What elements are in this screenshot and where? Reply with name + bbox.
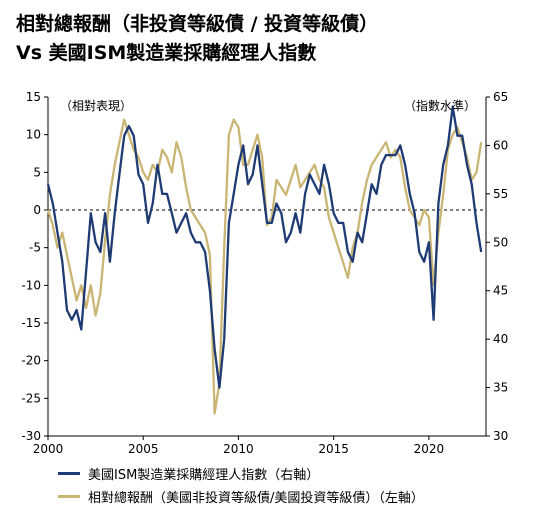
left-tick-label: -30: [21, 429, 41, 443]
right-tick-label: 50: [493, 235, 508, 249]
right-tick-label: 55: [493, 187, 508, 201]
left-tick-label: 10: [26, 128, 41, 142]
series-layer: [46, 105, 483, 415]
right-tick-label: 30: [493, 429, 508, 443]
legend-label-relative: 相對總報酬（美國非投資等級債/美國投資等級債）（左軸）: [88, 491, 424, 506]
legend-item-relative: 相對總報酬（美國非投資等級債/美國投資等級債）（左軸）: [58, 487, 424, 506]
legend-swatch-ism: [58, 472, 80, 475]
chart-subtitle: Vs 美國ISM製造業採購經理人指數: [16, 42, 317, 64]
right-tick-label: 35: [493, 381, 508, 395]
legend-swatch-relative: [58, 495, 80, 498]
left-tick-label: 15: [26, 90, 41, 104]
right-tick-label: 45: [493, 284, 508, 298]
axes-layer: 151050-5-10-15-20-25-3065605550454035302…: [21, 90, 508, 456]
x-tick-label: 2015: [318, 442, 349, 456]
right-tick-label: 65: [493, 90, 508, 104]
left-tick-label: -15: [21, 316, 41, 330]
right-tick-label: 60: [493, 138, 508, 152]
left-tick-label: -25: [21, 391, 41, 405]
left-tick-label: -20: [21, 354, 41, 368]
left-tick-label: -10: [21, 278, 41, 292]
left-tick-label: 0: [33, 203, 41, 217]
legend-item-ism: 美國ISM製造業採購經理人指數（右軸）: [58, 464, 319, 483]
right-axis-note: （指數水準）: [404, 98, 476, 113]
left-axis-note: （相對表現）: [60, 99, 132, 113]
x-tick-label: 2000: [33, 442, 64, 456]
x-tick-label: 2010: [223, 442, 254, 456]
chart-title: 相對總報酬（非投資等級債 / 投資等級債）: [16, 13, 379, 35]
series-line-relative: [46, 118, 483, 415]
right-tick-label: 40: [493, 332, 508, 346]
left-tick-label: -5: [29, 241, 41, 255]
x-tick-label: 2020: [414, 442, 445, 456]
x-tick-label: 2005: [128, 442, 159, 456]
series-line-ism: [46, 105, 483, 389]
legend-label-ism: 美國ISM製造業採購經理人指數（右軸）: [88, 468, 320, 483]
left-tick-label: 5: [33, 165, 41, 179]
